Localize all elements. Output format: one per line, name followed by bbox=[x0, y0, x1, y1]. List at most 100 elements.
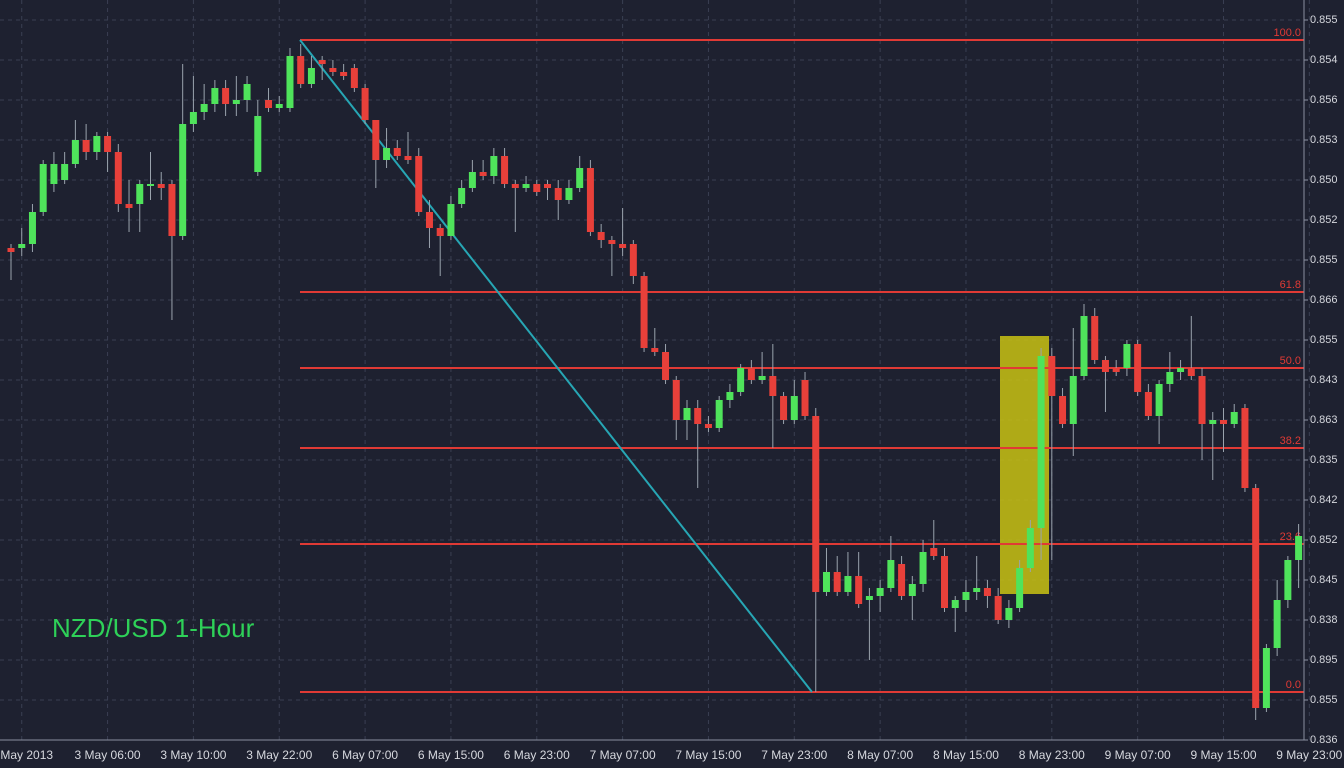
y-tick-label: 0.845 bbox=[1310, 574, 1338, 586]
candle-body bbox=[1101, 360, 1109, 372]
y-tick-label: 0.836 bbox=[1310, 734, 1338, 746]
candle-body bbox=[1134, 344, 1142, 392]
candle-body bbox=[361, 88, 369, 120]
x-tick-label: 8 May 23:00 bbox=[1019, 748, 1085, 762]
x-tick-label: 9 May 07:00 bbox=[1105, 748, 1171, 762]
candle-body bbox=[887, 560, 895, 588]
candle-body bbox=[1037, 356, 1045, 528]
candle-body bbox=[1252, 488, 1260, 708]
candle-body bbox=[790, 396, 798, 420]
candle-body bbox=[855, 576, 863, 604]
x-tick-label: 3 May 2013 bbox=[0, 748, 53, 762]
candle-body bbox=[983, 588, 991, 596]
candle-body bbox=[1112, 368, 1120, 372]
candle-body bbox=[1284, 560, 1292, 600]
candle-body bbox=[125, 204, 133, 208]
candle-body bbox=[822, 572, 830, 592]
y-tick-label: 0.855 bbox=[1310, 334, 1338, 346]
candle-body bbox=[930, 548, 938, 556]
candle-body bbox=[1166, 372, 1174, 384]
candle-body bbox=[222, 88, 230, 104]
candle-body bbox=[554, 188, 562, 200]
candle-body bbox=[232, 100, 240, 104]
y-tick-label: 0.854 bbox=[1310, 54, 1338, 66]
candle-body bbox=[619, 244, 627, 248]
candle-body bbox=[1026, 528, 1034, 568]
candle-body bbox=[189, 112, 197, 124]
candle-body bbox=[39, 164, 47, 212]
candle-body bbox=[898, 564, 906, 596]
y-tick-label: 0.843 bbox=[1310, 374, 1338, 386]
candle-body bbox=[812, 416, 820, 592]
candle-body bbox=[415, 156, 423, 212]
candle-body bbox=[297, 56, 305, 84]
candle-body bbox=[962, 592, 970, 600]
candle-body bbox=[511, 184, 519, 188]
y-tick-label: 0.895 bbox=[1310, 654, 1338, 666]
candle-body bbox=[275, 104, 283, 108]
candle-body bbox=[18, 244, 26, 248]
x-tick-label: 7 May 23:00 bbox=[761, 748, 827, 762]
candle-body bbox=[1219, 420, 1227, 424]
candle-body bbox=[908, 584, 916, 596]
y-tick-label: 0.835 bbox=[1310, 454, 1338, 466]
candle-body bbox=[1005, 608, 1013, 620]
candle-body bbox=[683, 408, 691, 420]
candle-body bbox=[393, 148, 401, 156]
candle-body bbox=[404, 156, 412, 160]
fib-label: 38.2 bbox=[1280, 435, 1301, 447]
candle-body bbox=[7, 248, 15, 252]
candle-body bbox=[1262, 648, 1270, 708]
candle-body bbox=[1198, 376, 1206, 424]
candle-body bbox=[565, 188, 573, 200]
candle-body bbox=[211, 88, 219, 104]
candle-body bbox=[1209, 420, 1217, 424]
candle-body bbox=[1069, 376, 1077, 424]
candle-body bbox=[1016, 568, 1024, 608]
candle-body bbox=[28, 212, 36, 244]
y-tick-label: 0.855 bbox=[1310, 694, 1338, 706]
candle-body bbox=[93, 136, 101, 152]
candle-body bbox=[608, 240, 616, 244]
x-tick-label: 7 May 15:00 bbox=[675, 748, 741, 762]
candle-body bbox=[1273, 600, 1281, 648]
candle-body bbox=[114, 152, 122, 204]
candle-body bbox=[951, 600, 959, 608]
candle-body bbox=[383, 148, 391, 160]
fib-label: 61.8 bbox=[1280, 279, 1301, 291]
candles bbox=[7, 44, 1303, 720]
x-tick-label: 3 May 06:00 bbox=[75, 748, 141, 762]
candle-body bbox=[919, 552, 927, 584]
x-tick-label: 3 May 22:00 bbox=[246, 748, 312, 762]
candle-body bbox=[329, 68, 337, 72]
candle-body bbox=[1187, 368, 1195, 376]
candle-body bbox=[533, 184, 541, 192]
candle-body bbox=[200, 104, 208, 112]
candle-body bbox=[758, 376, 766, 380]
fib-label: 100.0 bbox=[1273, 27, 1301, 39]
candle-body bbox=[941, 556, 949, 608]
y-tick-label: 0.838 bbox=[1310, 614, 1338, 626]
candle-body bbox=[82, 140, 90, 152]
candle-body bbox=[704, 424, 712, 428]
y-tick-label: 0.856 bbox=[1310, 94, 1338, 106]
candle-body bbox=[340, 72, 348, 76]
y-tick-label: 0.855 bbox=[1310, 14, 1338, 26]
candle-body bbox=[737, 368, 745, 392]
candle-body bbox=[1123, 344, 1131, 368]
candle-body bbox=[694, 408, 702, 424]
x-tick-label: 9 May 15:00 bbox=[1190, 748, 1256, 762]
annotation: NZD/USD 1-Hour bbox=[52, 613, 255, 643]
candle-body bbox=[994, 596, 1002, 620]
fib-label: 0.0 bbox=[1286, 679, 1301, 691]
candle-body bbox=[436, 228, 444, 236]
y-tick-label: 0.863 bbox=[1310, 414, 1338, 426]
y-tick-label: 0.852 bbox=[1310, 214, 1338, 226]
candle-body bbox=[307, 68, 315, 84]
candle-body bbox=[61, 164, 69, 180]
candle-body bbox=[672, 380, 680, 420]
candle-body bbox=[318, 60, 326, 64]
candle-body bbox=[662, 352, 670, 380]
